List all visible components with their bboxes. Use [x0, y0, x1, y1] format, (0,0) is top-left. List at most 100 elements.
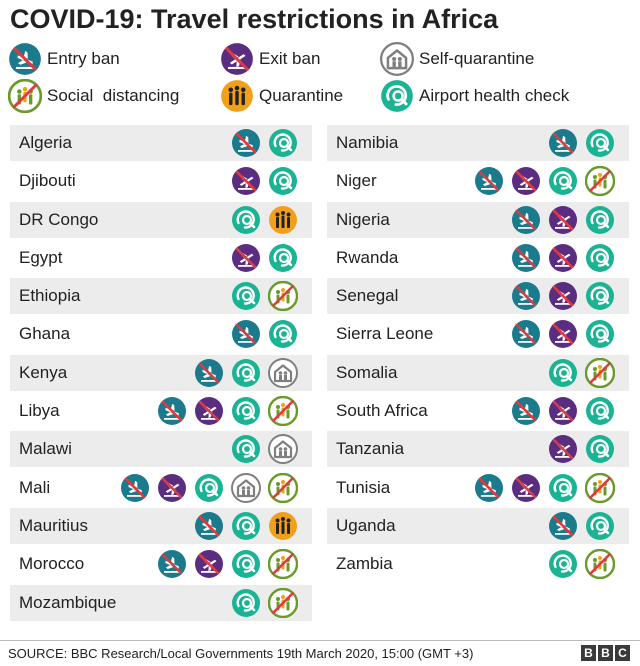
airport-health-check-icon [585, 434, 615, 464]
airport-health-check-icon [231, 549, 261, 579]
airport-health-check-icon [231, 281, 261, 311]
table-row: Egypt [10, 240, 312, 276]
restriction-icons [541, 511, 615, 541]
country-name: Tanzania [336, 439, 405, 459]
social-distancing-icon [585, 166, 615, 197]
entry-ban-icon [511, 319, 541, 349]
table-row: Mauritius [10, 507, 312, 544]
bbc-logo-letter: B [598, 645, 613, 661]
table-row: Ethiopia [10, 278, 312, 315]
social-distancing-icon [268, 396, 298, 427]
legend-item-quarantine: Quarantine [220, 79, 343, 113]
restriction-icons [504, 396, 615, 426]
exit-ban-icon [194, 396, 224, 426]
restriction-icons [467, 166, 615, 197]
self-quarantine-icon [268, 434, 298, 465]
table-row: Nigeria [327, 201, 629, 238]
restriction-icons [150, 549, 298, 580]
exit-ban-icon [548, 319, 578, 349]
country-name: Egypt [19, 247, 63, 267]
exit-ban-icon [231, 166, 261, 196]
exit-ban-icon [548, 281, 578, 311]
airport-health-check-icon [585, 396, 615, 426]
airport-health-check-icon [548, 549, 578, 579]
restriction-icons [504, 319, 615, 349]
entry-ban-icon [8, 42, 42, 76]
table-row: Morocco [10, 546, 312, 582]
legend-item-airport-health-check: Airport health check [380, 79, 569, 113]
legend-item-exit-ban: Exit ban [220, 42, 320, 76]
table-row: Mali [10, 470, 312, 506]
table-row: Senegal [327, 278, 629, 315]
restriction-icons [113, 472, 298, 503]
restriction-icons [187, 357, 298, 388]
exit-ban-icon [548, 434, 578, 464]
legend-label-social-distancing: Social distancing [47, 86, 180, 105]
legend-item-entry-ban: Entry ban [8, 42, 120, 76]
airport-health-check-icon [268, 319, 298, 349]
country-name: Mauritius [19, 515, 88, 535]
country-name: Nigeria [336, 209, 390, 229]
entry-ban-icon [194, 511, 224, 541]
exit-ban-icon [157, 473, 187, 503]
airport-health-check-icon [268, 128, 298, 158]
table-row: Zambia [327, 546, 629, 582]
table-row: Uganda [327, 507, 629, 544]
airport-health-check-icon [548, 473, 578, 503]
entry-ban-icon [157, 549, 187, 579]
bbc-logo-letter: B [581, 645, 596, 661]
country-name: DR Congo [19, 209, 99, 229]
legend: Entry ban Exit ban Self-quarantine Socia… [8, 42, 638, 118]
restriction-icons [504, 281, 615, 311]
airport-health-check-icon [380, 79, 414, 113]
restriction-icons [224, 166, 298, 196]
entry-ban-icon [511, 243, 541, 273]
table-row: Namibia [327, 125, 629, 161]
entry-ban-icon [157, 396, 187, 426]
chart-title: COVID-19: Travel restrictions in Africa [10, 4, 499, 34]
footer-divider [0, 640, 640, 641]
source-note: SOURCE: BBC Research/Local Governments 1… [8, 646, 474, 661]
entry-ban-icon [474, 473, 504, 503]
entry-ban-icon [548, 511, 578, 541]
exit-ban-icon [194, 549, 224, 579]
exit-ban-icon [511, 473, 541, 503]
airport-health-check-icon [231, 511, 261, 541]
legend-label-quarantine: Quarantine [259, 86, 344, 105]
country-name: Sierra Leone [336, 324, 434, 344]
airport-health-check-icon [585, 319, 615, 349]
social-distancing-icon [585, 549, 615, 580]
social-distancing-icon [268, 587, 298, 618]
restriction-icons [541, 128, 615, 158]
restriction-icons [224, 587, 298, 618]
country-name: Tunisia [336, 477, 391, 497]
table-row: Kenya [10, 354, 312, 391]
country-name: Senegal [336, 286, 399, 306]
restriction-icons [224, 205, 298, 235]
legend-item-self-quarantine: Self-quarantine [380, 42, 534, 76]
legend-label-entry-ban: Entry ban [47, 49, 120, 68]
table-row: South Africa [327, 393, 629, 429]
table-row: Malawi [10, 431, 312, 468]
airport-health-check-icon [231, 434, 261, 464]
airport-health-check-icon [268, 243, 298, 273]
restriction-icons [541, 434, 615, 464]
airport-health-check-icon [231, 588, 261, 618]
country-column-left: Algeria Djibouti DR Congo Egypt Ethiopia Ghan… [10, 125, 312, 623]
country-name: Djibouti [19, 171, 76, 191]
entry-ban-icon [231, 128, 261, 158]
exit-ban-icon [511, 166, 541, 196]
social-distancing-icon [268, 472, 298, 503]
social-distancing-icon [585, 472, 615, 503]
country-name: Zambia [336, 554, 393, 574]
self-quarantine-icon [268, 357, 298, 388]
exit-ban-icon [220, 42, 254, 76]
self-quarantine-icon [231, 472, 261, 503]
table-row: Tanzania [327, 431, 629, 468]
table-row: Ghana [10, 316, 312, 352]
bbc-logo: B B C [579, 645, 630, 661]
airport-health-check-icon [548, 358, 578, 388]
country-name: Somalia [336, 362, 398, 382]
country-name: Ethiopia [19, 286, 81, 306]
exit-ban-icon [231, 243, 261, 273]
